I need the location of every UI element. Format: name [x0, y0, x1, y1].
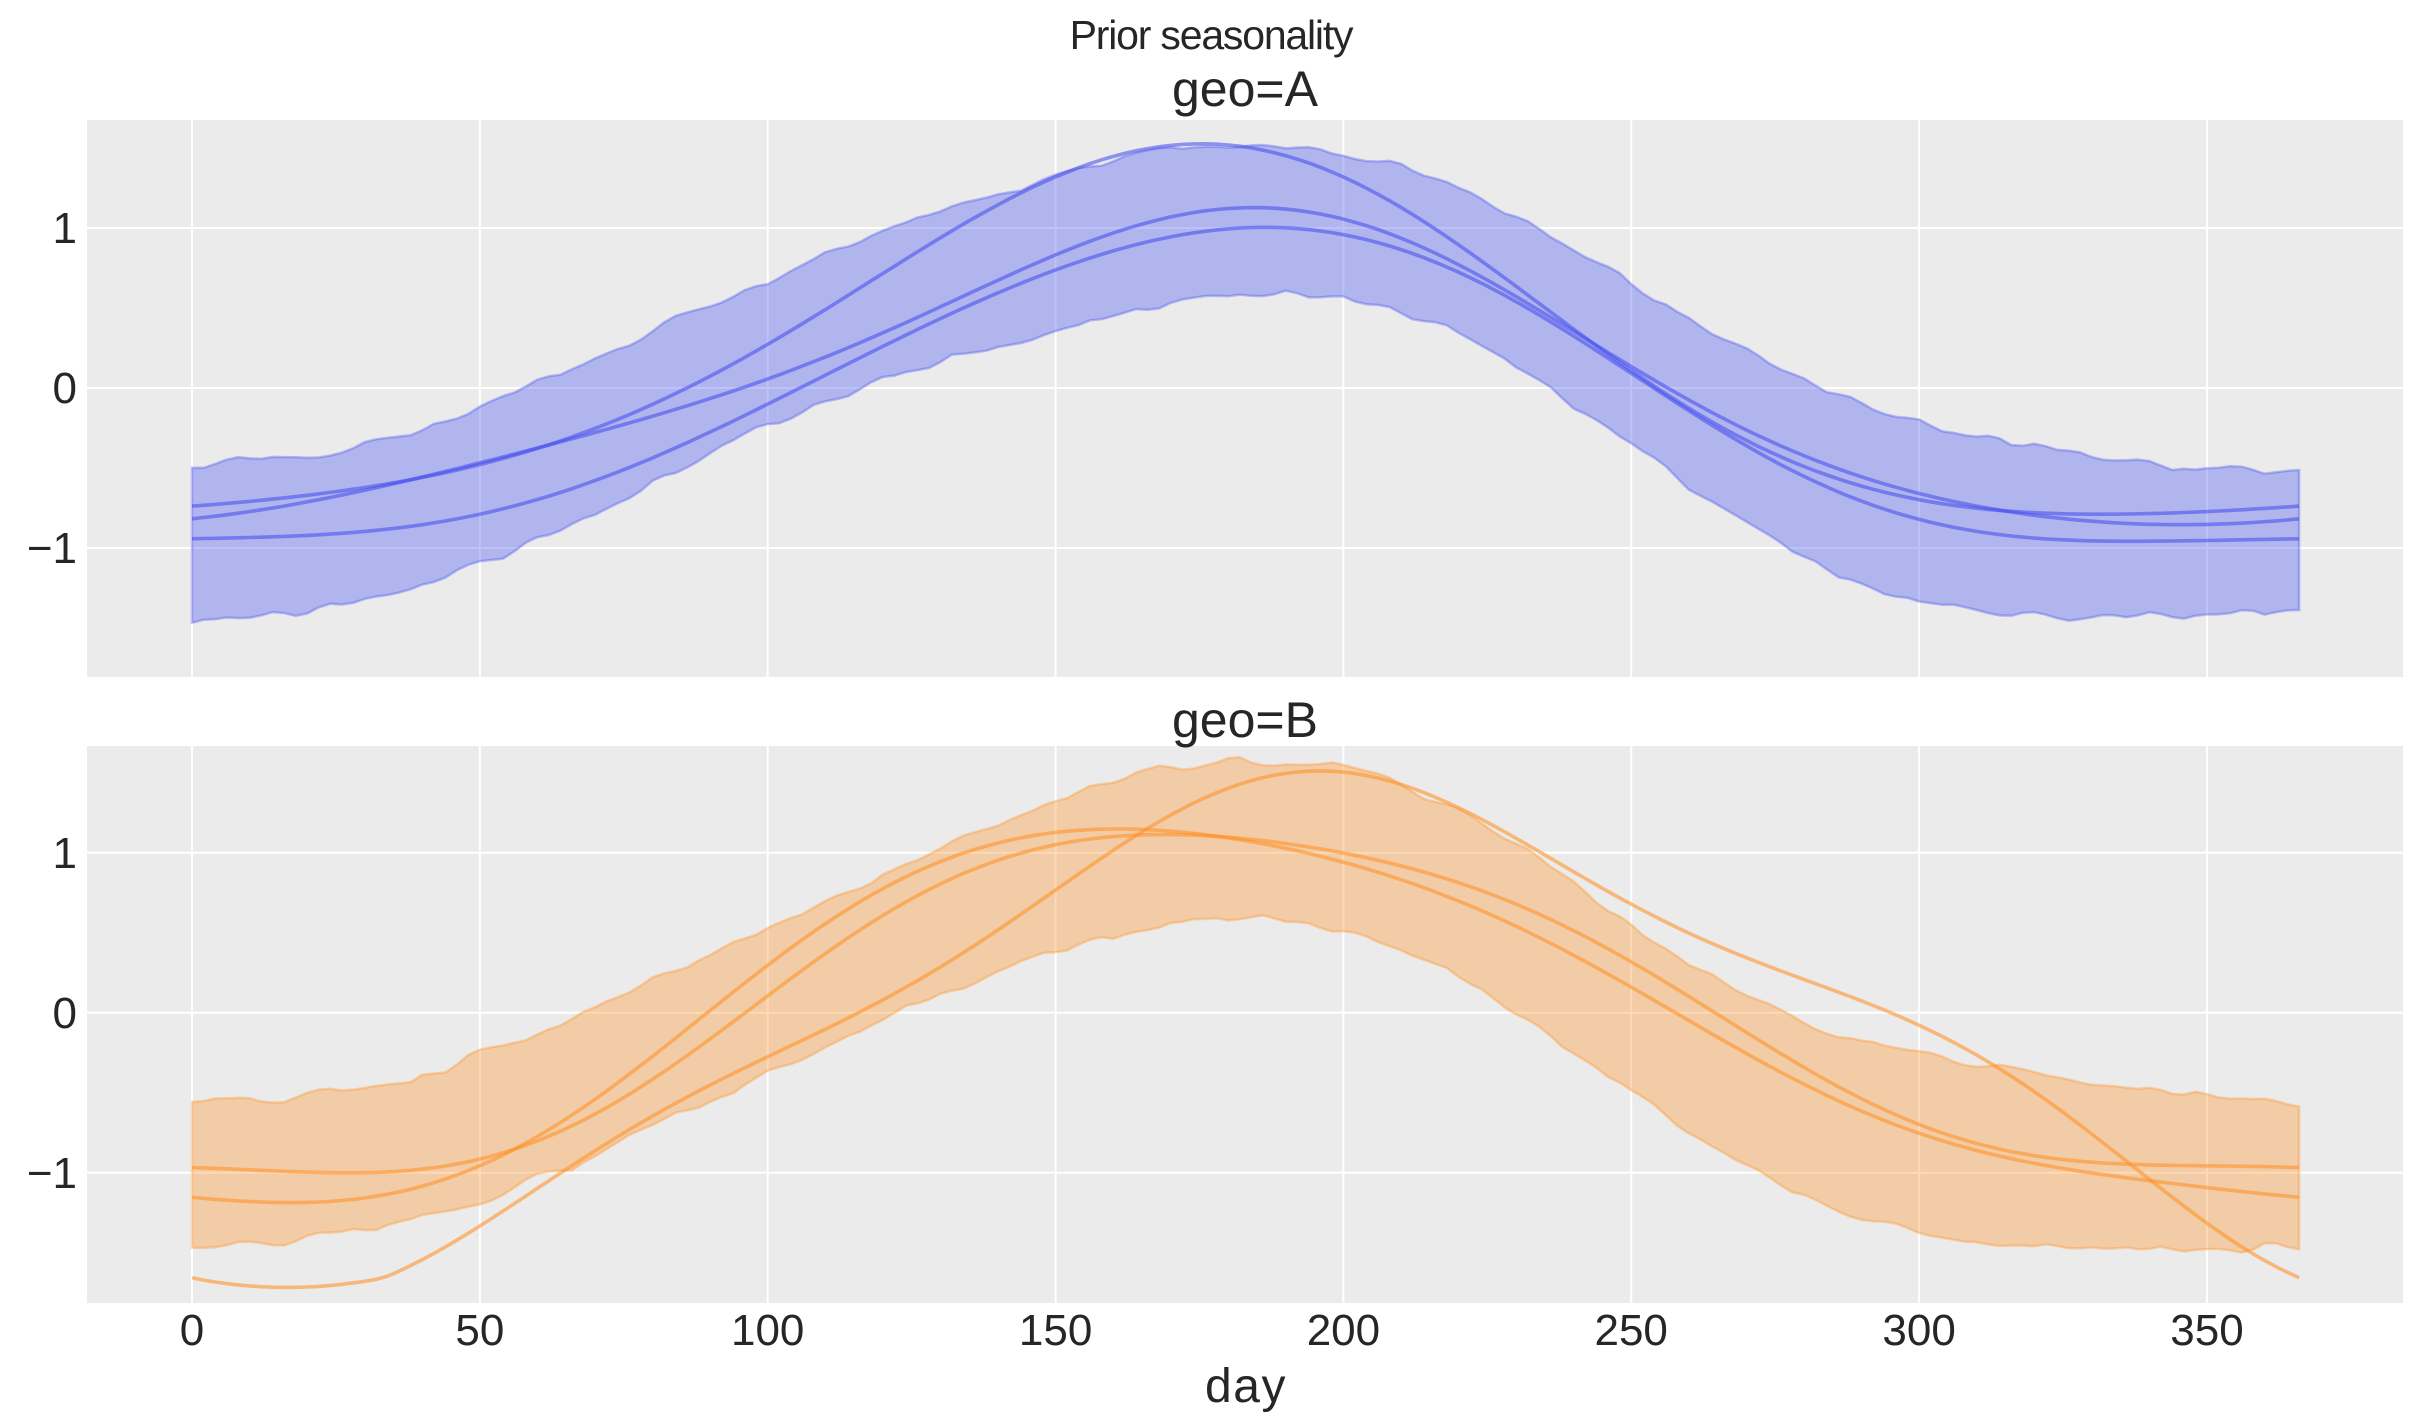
svg-text:−1: −1	[27, 524, 77, 573]
svg-text:250: 250	[1594, 1306, 1667, 1355]
svg-text:geo=A: geo=A	[1172, 61, 1319, 117]
svg-text:1: 1	[53, 204, 77, 253]
svg-text:50: 50	[455, 1306, 504, 1355]
svg-text:0: 0	[53, 989, 77, 1038]
svg-text:100: 100	[731, 1306, 804, 1355]
svg-text:350: 350	[2170, 1306, 2243, 1355]
svg-text:geo=B: geo=B	[1172, 692, 1318, 748]
svg-text:200: 200	[1307, 1306, 1380, 1355]
svg-text:0: 0	[180, 1306, 204, 1355]
svg-text:day: day	[1205, 1360, 1287, 1413]
svg-text:0: 0	[53, 364, 77, 413]
svg-text:Prior seasonality: Prior seasonality	[1070, 12, 1354, 58]
svg-text:1: 1	[53, 829, 77, 878]
svg-text:150: 150	[1019, 1306, 1092, 1355]
svg-text:−1: −1	[27, 1149, 77, 1198]
svg-text:300: 300	[1882, 1306, 1955, 1355]
